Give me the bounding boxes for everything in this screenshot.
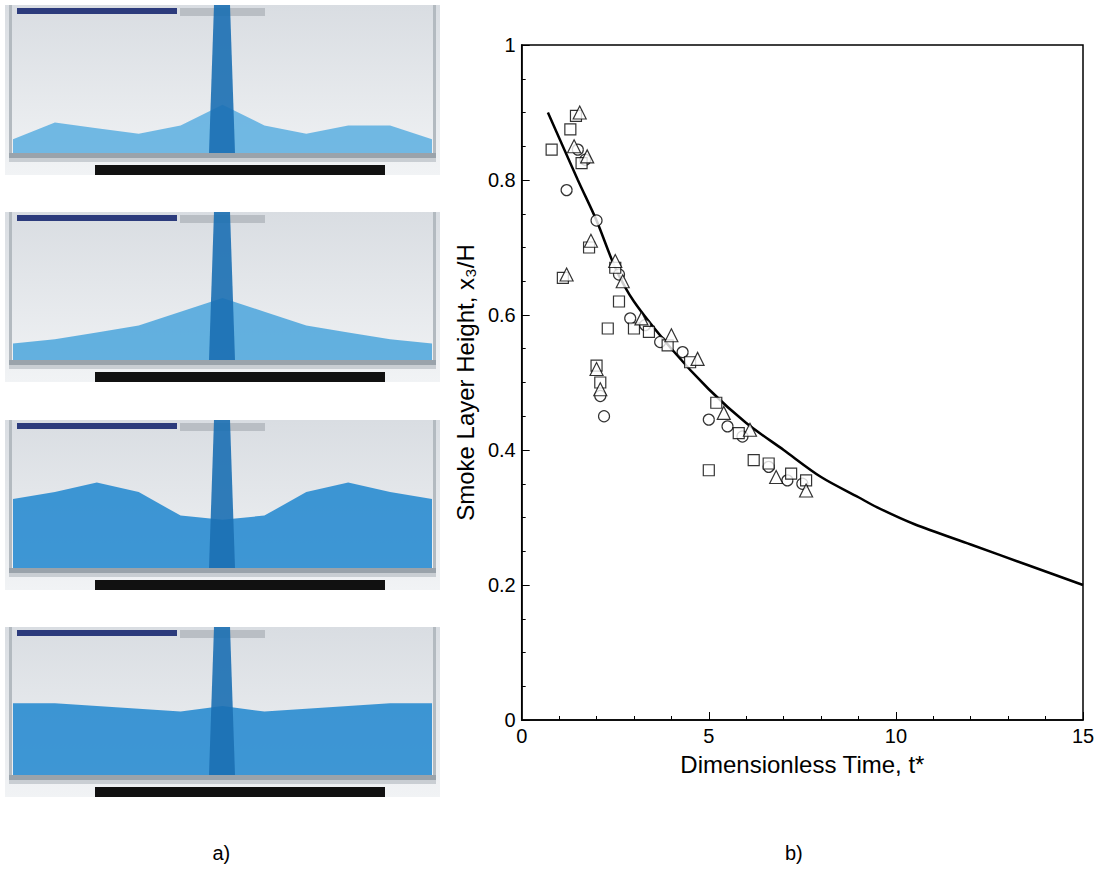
svg-text:0.2: 0.2 bbox=[488, 574, 516, 596]
svg-text:15: 15 bbox=[1072, 725, 1094, 747]
svg-text:Smoke Layer Height, x₃/H: Smoke Layer Height, x₃/H bbox=[452, 244, 479, 521]
svg-text:0: 0 bbox=[505, 709, 516, 731]
svg-text:0.4: 0.4 bbox=[488, 439, 516, 461]
svg-text:0.6: 0.6 bbox=[488, 304, 516, 326]
html-text:b): b) bbox=[785, 842, 803, 864]
svg-text:0.8: 0.8 bbox=[488, 169, 516, 191]
html-text:a): a) bbox=[212, 842, 231, 864]
svg-text:1: 1 bbox=[505, 34, 516, 56]
svg-text:10: 10 bbox=[885, 725, 907, 747]
svg-text:0: 0 bbox=[516, 725, 527, 747]
svg-text:5: 5 bbox=[703, 725, 714, 747]
svg-text:Dimensionless Time, t*: Dimensionless Time, t* bbox=[680, 751, 924, 778]
